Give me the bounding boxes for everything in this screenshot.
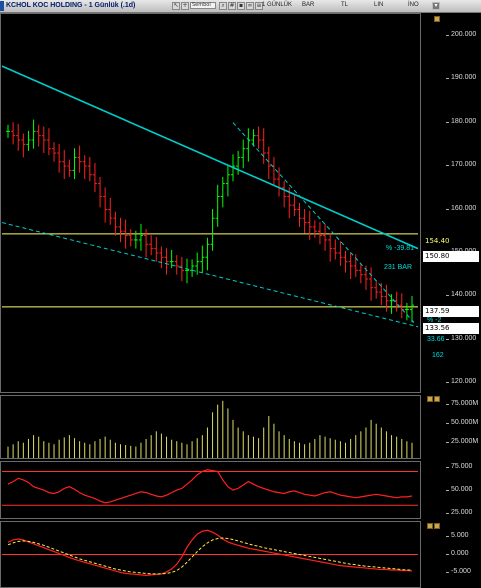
bar-count-annotation-2: 162: [432, 352, 444, 359]
volume-tick: 50.000M: [446, 419, 479, 426]
price-panel[interactable]: [0, 13, 421, 393]
price-tick: 120.000: [446, 378, 477, 386]
price-tick: 130.000: [446, 334, 477, 342]
trend-line-channel: [232, 122, 415, 323]
volume-tick: 75.000M: [446, 400, 479, 407]
cursor-icon[interactable]: ↖: [172, 2, 180, 10]
rsi-axis: [421, 461, 481, 519]
price-tick: 160.000: [446, 204, 477, 212]
price-level-label-154: 154.40: [423, 236, 479, 247]
macd-panel-minimize-button[interactable]: [427, 523, 433, 529]
price-level-label-133: 133.56: [423, 323, 479, 334]
scale-select[interactable]: LIN: [374, 2, 384, 8]
save-icon[interactable]: ▪: [237, 2, 245, 10]
window-minimize-button[interactable]: ▾: [432, 2, 440, 10]
trend-line-lower: [1, 222, 419, 328]
app-icon: [0, 1, 4, 11]
macd-tick: 5.000: [446, 532, 473, 539]
period-select[interactable]: 1 GÜNLÜK: [262, 2, 293, 8]
price-tick: 180.000: [446, 117, 477, 125]
crosshair-icon[interactable]: +: [181, 2, 189, 10]
macd-axis: [421, 521, 481, 588]
price-tick: 200.000: [446, 30, 477, 38]
macd-tick: -5.000: [446, 568, 473, 575]
percent-change-annotation-2: % -2: [427, 317, 442, 324]
percent-change-annotation: % -39.81: [386, 245, 415, 252]
link-icon[interactable]: ∞: [246, 2, 254, 10]
panel-close-button[interactable]: [434, 16, 440, 22]
price-tick: 190.000: [446, 74, 477, 82]
rsi-tick: 75.000: [446, 463, 473, 470]
indicators-menu[interactable]: İNO: [408, 2, 419, 8]
grid-icon[interactable]: #: [228, 2, 236, 10]
macd-line: [7, 529, 413, 576]
trend-line-upper: [1, 65, 419, 250]
volume-axis: [421, 395, 481, 459]
volume-panel-minimize-button[interactable]: [427, 396, 433, 402]
price-tick: 140.000: [446, 291, 477, 299]
price-level-label-137: 137.59: [423, 306, 479, 317]
percent-value-annotation-2: 33.66: [427, 336, 445, 343]
volume-panel-close-button[interactable]: [434, 396, 440, 402]
zoom-icon[interactable]: ⌕: [219, 2, 227, 10]
macd-tick: 0.000: [446, 550, 473, 557]
chart-type-select[interactable]: BAR: [302, 2, 315, 8]
price-tick: 170.000: [446, 161, 477, 169]
volume-tick: 25.000M: [446, 438, 479, 445]
price-level-label-150: 150.80: [423, 251, 479, 262]
settings-icon[interactable]: ≡: [255, 2, 263, 10]
symbol-search-input[interactable]: Sembol: [190, 2, 216, 9]
toolbar-icons: ↖ +: [172, 2, 189, 10]
rsi-tick: 25.000: [446, 509, 473, 516]
rsi-tick: 50.000: [446, 486, 473, 493]
toolbar-icons-2: ⌕ # ▪ ∞ ≡: [219, 2, 263, 10]
currency-select[interactable]: TL: [341, 2, 349, 8]
macd-signal-line: [7, 537, 412, 575]
rsi-line: [7, 469, 413, 504]
macd-panel-close-button[interactable]: [434, 523, 440, 529]
bar-count-annotation: 231 BAR: [384, 264, 413, 271]
window-title: KCHOL KOC HOLDING - 1 Günlük (.1d): [6, 2, 136, 9]
window-titlebar: KCHOL KOC HOLDING - 1 Günlük (.1d) ↖ + S…: [0, 0, 481, 13]
